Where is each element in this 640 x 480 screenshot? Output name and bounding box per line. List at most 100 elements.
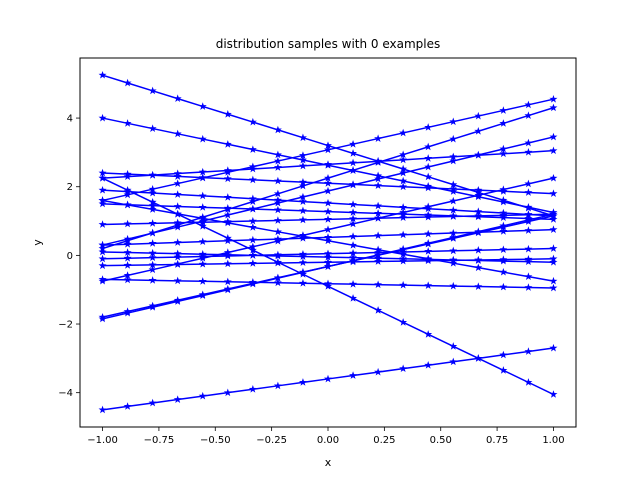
series-21: [98, 343, 558, 414]
data-point: [374, 250, 383, 259]
data-point: [123, 236, 132, 245]
data-point: [148, 276, 157, 284]
data-point: [324, 207, 332, 215]
series-1: [98, 70, 558, 220]
data-point: [549, 189, 558, 197]
data-point: [273, 250, 282, 259]
data-point: [474, 246, 483, 254]
data-point: [248, 279, 257, 288]
data-point: [474, 354, 483, 362]
data-point: [424, 154, 433, 162]
data-point: [298, 192, 307, 201]
plot-lines: [98, 70, 558, 414]
data-point: [248, 162, 257, 171]
data-point: [148, 248, 157, 257]
data-point: [324, 249, 332, 258]
data-point: [198, 203, 207, 211]
data-point: [499, 350, 508, 359]
data-point: [549, 173, 558, 182]
y-tick-label: 4: [67, 114, 73, 125]
data-point: [499, 211, 508, 219]
data-point: [449, 134, 458, 143]
data-point: [449, 180, 458, 189]
data-point: [198, 254, 207, 262]
data-point: [173, 169, 182, 177]
data-point: [524, 347, 533, 355]
x-tick-label: −1.00: [87, 435, 118, 446]
data-point: [173, 259, 182, 268]
data-point: [349, 200, 358, 208]
data-point: [298, 378, 307, 386]
data-point: [198, 291, 207, 300]
data-point: [424, 142, 433, 151]
data-point: [248, 145, 257, 153]
data-point: [499, 282, 508, 291]
data-point: [549, 132, 558, 141]
data-point: [424, 239, 433, 247]
data-point: [98, 70, 107, 79]
data-point: [324, 262, 332, 270]
data-point: [173, 202, 182, 210]
data-point: [98, 220, 107, 228]
data-point: [399, 155, 408, 164]
data-point: [273, 156, 282, 165]
data-point: [524, 179, 533, 188]
x-tick-label: −0.50: [200, 435, 231, 446]
data-point: [198, 222, 207, 230]
data-point: [198, 191, 207, 200]
data-point: [524, 148, 533, 156]
data-point: [198, 259, 207, 268]
data-point: [148, 253, 157, 262]
data-point: [123, 172, 132, 181]
data-point: [324, 282, 332, 290]
data-point: [324, 179, 332, 187]
x-tick-label: 0.25: [373, 435, 395, 446]
data-point: [173, 395, 182, 403]
data-point: [549, 244, 558, 252]
data-point: [123, 119, 132, 127]
data-point: [298, 258, 307, 267]
data-point: [223, 259, 232, 268]
data-point: [324, 374, 332, 383]
x-axis-label: x: [325, 456, 332, 469]
data-point: [524, 244, 533, 253]
data-point: [248, 259, 257, 267]
data-point: [549, 146, 558, 155]
data-point: [298, 215, 307, 224]
data-point: [349, 371, 358, 379]
data-point: [449, 152, 458, 161]
data-point: [273, 278, 282, 287]
data-point: [349, 214, 358, 223]
data-point: [499, 366, 508, 374]
data-point: [148, 205, 157, 213]
data-point: [474, 211, 483, 220]
data-point: [374, 213, 383, 222]
data-point: [399, 230, 408, 239]
y-axis-label: y: [31, 239, 44, 246]
data-point: [148, 188, 157, 197]
data-point: [399, 250, 408, 258]
data-point: [298, 279, 307, 287]
data-point: [324, 198, 332, 207]
data-point: [98, 247, 107, 256]
series-14: [98, 244, 558, 263]
data-point: [173, 179, 182, 187]
data-point: [273, 189, 282, 198]
data-point: [98, 314, 107, 323]
data-point: [399, 150, 408, 159]
data-point: [223, 277, 232, 286]
data-point: [123, 240, 132, 248]
data-point: [449, 233, 458, 241]
data-point: [474, 111, 483, 120]
data-point: [148, 86, 157, 95]
data-point: [248, 223, 257, 231]
data-point: [223, 168, 232, 176]
data-point: [399, 318, 408, 326]
data-point: [549, 225, 558, 234]
data-point: [273, 198, 282, 207]
data-point: [123, 248, 132, 256]
data-point: [399, 364, 408, 373]
data-point: [499, 227, 508, 235]
data-point: [248, 204, 257, 213]
